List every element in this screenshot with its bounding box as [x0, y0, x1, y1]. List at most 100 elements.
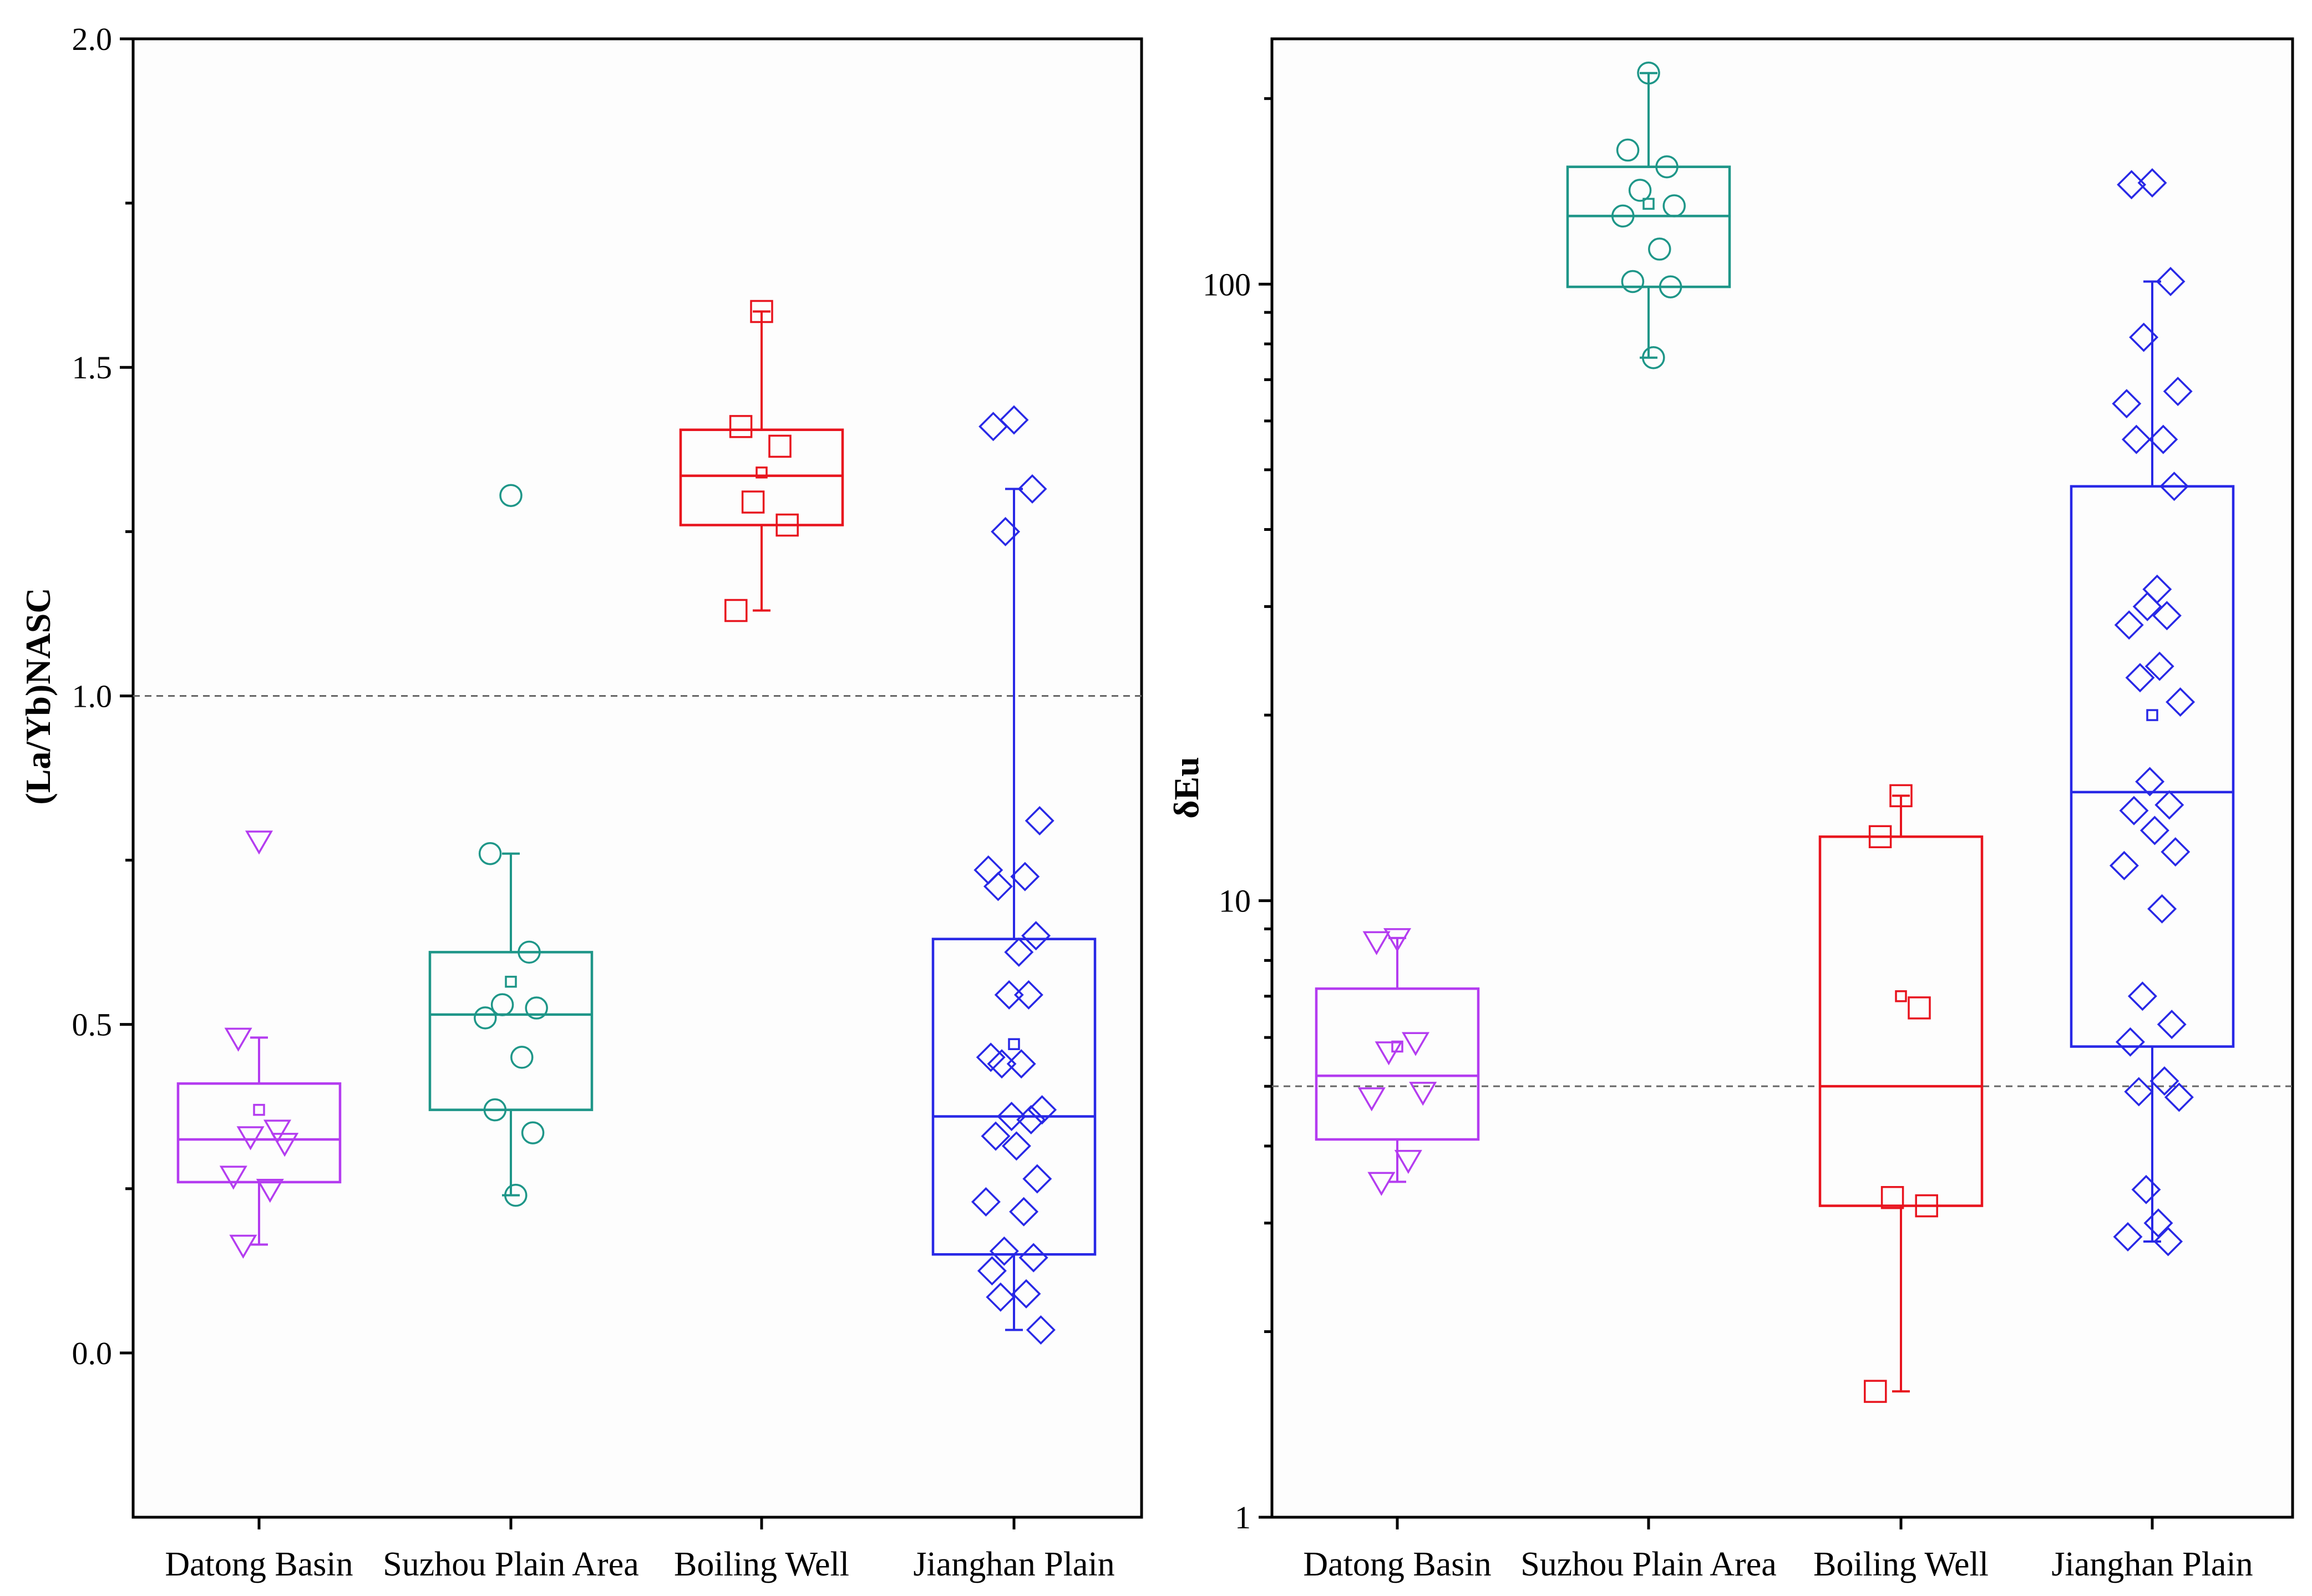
- right-chart-panel: 1 10 100 Datong Basin Suzhou Plain Area Boil…: [1167, 37, 2294, 1583]
- left-jianghan-plain-data-point: [1026, 1315, 1056, 1345]
- right-points: [1357, 61, 2196, 1403]
- right-jianghan-plain-data-point: [2125, 663, 2155, 693]
- right-jianghan-plain-data-point: [2139, 815, 2169, 845]
- right-jianghan-plain-data-point: [2124, 1077, 2154, 1107]
- left-x-axis: Datong Basin Suzhou Plain Area Boiling Wel…: [165, 1517, 1115, 1583]
- left-jianghan-plain-data-point: [987, 1049, 1017, 1079]
- left-y-tick-label: 1.0: [72, 678, 113, 714]
- right-jianghan-plain-data-point: [2132, 591, 2162, 621]
- right-boiling-well-mean-marker: [1895, 990, 1907, 1002]
- left-jianghan-plain-data-point: [999, 405, 1029, 435]
- left-suzhou-plain-area-data-point: [504, 1183, 528, 1207]
- left-jianghan-plain-data-point: [994, 980, 1024, 1010]
- right-jianghan-plain-data-point: [2113, 1222, 2143, 1252]
- left-y-tick-label: 0.5: [72, 1007, 113, 1043]
- left-suzhou-plain-area-mean-marker: [505, 975, 517, 988]
- left-jianghan-plain-data-point: [1017, 474, 1047, 504]
- right-y-axis: 1 10 100: [1203, 97, 1272, 1536]
- left-category-label-jianghan-plain: Jianghan Plain: [913, 1546, 1114, 1583]
- left-jianghan-plain-data-point: [971, 1187, 1001, 1217]
- right-jianghan-plain-data-point: [2153, 1227, 2183, 1256]
- right-suzhou-plain-area-data-point: [1616, 138, 1640, 162]
- right-jianghan-plain-data-point: [2156, 266, 2186, 296]
- right-jianghan-plain-data-point: [2137, 168, 2167, 198]
- right-suzhou-plain-area-data-point: [1655, 155, 1679, 179]
- right-boiling-well-data-point: [1889, 784, 1913, 808]
- right-boxes: [1315, 72, 2235, 1393]
- left-datong-basin-data-point: [224, 1027, 252, 1052]
- left-datong-basin-data-point: [229, 1234, 257, 1259]
- left-jianghan-plain-data-point: [989, 1236, 1019, 1266]
- left-suzhou-plain-area-data-point: [525, 996, 548, 1020]
- left-jianghan-plain-data-point: [1021, 921, 1051, 951]
- left-jianghan-plain-data-point: [1009, 1197, 1039, 1227]
- right-datong-basin-data-point: [1367, 1172, 1396, 1196]
- left-jianghan-plain-data-point: [1006, 1049, 1036, 1079]
- left-suzhou-plain-area-data-point: [474, 1006, 497, 1030]
- right-y-tick-label: 1: [1235, 1499, 1251, 1536]
- left-datong-basin-data-point: [256, 1179, 284, 1203]
- left-category-label-datong-basin: Datong Basin: [165, 1546, 353, 1583]
- left-jianghan-plain-data-point: [997, 1102, 1027, 1131]
- right-datong-basin-data-point: [1362, 931, 1391, 955]
- left-chart-panel: 0.0 0.5 1.0 1.5 2.0 Datong Basin Suzhou Plain…: [18, 21, 1143, 1583]
- right-suzhou-plain-area-data-point: [1637, 61, 1660, 85]
- left-boiling-well-data-point: [768, 434, 792, 458]
- right-jianghan-plain-data-point: [2147, 894, 2177, 924]
- left-suzhou-plain-area-data-point: [483, 1098, 507, 1122]
- right-boiling-well-box: [1818, 835, 1984, 1207]
- left-jianghan-plain-data-point: [978, 412, 1008, 442]
- right-jianghan-plain-data-point: [2159, 472, 2189, 501]
- right-jianghan-plain-data-point: [2127, 981, 2157, 1011]
- right-suzhou-plain-area-mean-marker: [1642, 197, 1655, 210]
- right-jianghan-plain-data-point: [2119, 796, 2149, 825]
- right-jianghan-plain-data-point: [2152, 601, 2182, 631]
- left-y-tick-label: 1.5: [72, 349, 113, 386]
- right-category-label-boiling-well: Boiling Well: [1813, 1546, 1989, 1583]
- right-boiling-well-data-point: [1908, 996, 1931, 1020]
- left-jianghan-plain-data-point: [1016, 1104, 1046, 1134]
- left-category-label-suzhou-plain-area: Suzhou Plain Area: [383, 1546, 639, 1583]
- right-datong-basin-data-point: [1375, 1041, 1403, 1066]
- left-y-axis-label: (La/Yb)NASC: [18, 587, 58, 804]
- right-jianghan-plain-data-point: [2154, 790, 2184, 820]
- right-jianghan-plain-data-point: [2121, 424, 2151, 454]
- right-jianghan-plain-data-point: [2109, 850, 2139, 880]
- left-boxes: [176, 310, 1097, 1331]
- right-boiling-well-data-point: [1915, 1194, 1938, 1218]
- left-suzhou-plain-area-data-point: [499, 484, 523, 507]
- left-plot-frame: [131, 37, 1143, 1519]
- left-boiling-well-mean-marker: [756, 466, 768, 479]
- right-datong-basin-data-point: [1383, 928, 1412, 952]
- left-suzhou-plain-area-data-point: [518, 940, 541, 964]
- right-jianghan-plain-data-point: [2114, 610, 2144, 640]
- right-suzhou-plain-area-box: [1566, 165, 1731, 288]
- right-y-axis-label: δEu: [1167, 757, 1206, 819]
- left-y-tick-label: 0.0: [72, 1335, 113, 1371]
- right-category-label-jianghan-plain: Jianghan Plain: [2051, 1546, 2253, 1583]
- left-boiling-well-data-point: [729, 415, 753, 438]
- right-jianghan-plain-data-point: [2166, 687, 2196, 717]
- left-boiling-well-data-point: [775, 513, 799, 537]
- left-jianghan-plain-data-point: [986, 1282, 1016, 1312]
- right-jianghan-plain-data-point: [2143, 1208, 2173, 1238]
- left-datong-basin-data-point: [245, 830, 273, 855]
- left-suzhou-plain-area-data-point: [510, 1046, 534, 1069]
- right-suzhou-plain-area-data-point: [1648, 237, 1671, 261]
- left-datong-basin-data-point: [236, 1126, 265, 1151]
- left-suzhou-plain-area-box: [428, 951, 594, 1111]
- right-x-axis: Datong Basin Suzhou Plain Area Boiling Wel…: [1303, 1517, 2253, 1583]
- left-y-axis: 0.0 0.5 1.0 1.5 2.0: [72, 21, 133, 1371]
- right-jianghan-plain-data-point: [2131, 1174, 2161, 1204]
- left-y-tick-label: 2.0: [72, 21, 113, 57]
- right-jianghan-plain-data-point: [2112, 389, 2142, 419]
- right-suzhou-plain-area-data-point: [1662, 194, 1686, 217]
- left-suzhou-plain-area-data-point: [490, 993, 514, 1016]
- right-jianghan-plain-box: [2070, 485, 2235, 1048]
- right-datong-basin-data-point: [1357, 1087, 1386, 1112]
- right-jianghan-plain-mean-marker: [2146, 709, 2158, 721]
- left-boiling-well-data-point: [750, 300, 773, 323]
- right-jianghan-plain-data-point: [2149, 1066, 2179, 1096]
- right-y-tick-label: 100: [1203, 266, 1251, 302]
- right-datong-basin-box: [1315, 987, 1480, 1141]
